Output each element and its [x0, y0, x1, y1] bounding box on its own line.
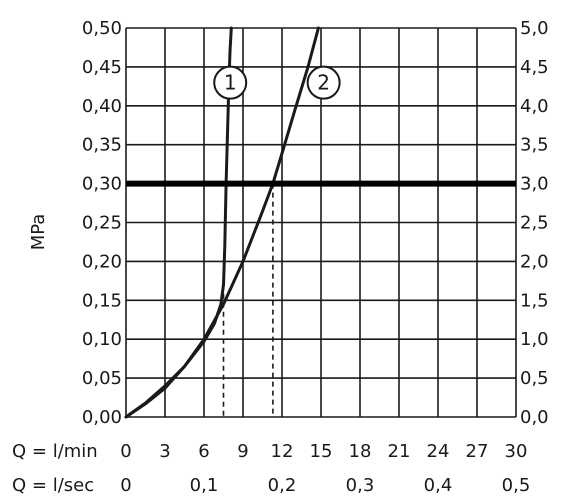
x-tick-label: 18	[349, 441, 372, 462]
series-badge-label: 2	[317, 71, 330, 95]
y-tick-label: 0,10	[82, 329, 122, 350]
y2-tick-label: 2,0	[520, 251, 549, 272]
x-tick-labels: 0 3 6 9 12 15 18 21 24 27 30	[120, 441, 527, 462]
y2-tick-label: 1,5	[520, 290, 549, 311]
y-tick-label: 0,30	[82, 174, 122, 195]
x-tick-label: 3	[159, 441, 170, 462]
x-tick-label: 9	[237, 441, 248, 462]
x-tick-label: 15	[310, 441, 333, 462]
series-badge-label: 1	[224, 71, 237, 95]
y2-tick-label: 4,0	[520, 96, 549, 117]
y2-tick-label: 0,5	[520, 368, 549, 389]
x2-tick-label: 0	[120, 475, 131, 496]
x2-tick-label: 0,5	[502, 475, 531, 496]
y-tick-label: 0,00	[82, 407, 122, 428]
y2-tick-labels: 0,0 0,5 1,0 1,5 2,0 2,5 3,0 3,5 4,0 4,5 5,0	[520, 18, 549, 428]
x2-tick-labels: 0 0,1 0,2 0,3 0,4 0,5	[120, 475, 530, 496]
series-badge-2	[306, 65, 341, 100]
y-tick-label: 0,20	[82, 251, 122, 272]
y2-tick-label: 3,0	[520, 174, 549, 195]
x-tick-label: 24	[427, 441, 450, 462]
x-tick-label: 30	[505, 441, 528, 462]
x2-tick-label: 0,3	[346, 475, 375, 496]
y-tick-label: 0,35	[82, 135, 122, 156]
x-axis-caption-lmin: Q = l/min	[12, 441, 98, 462]
y2-tick-label: 4,5	[520, 57, 549, 78]
x-tick-label: 6	[198, 441, 209, 462]
x2-tick-label: 0,2	[268, 475, 297, 496]
x-tick-label: 0	[120, 441, 131, 462]
x-axis-caption-lsec: Q = l/sec	[12, 475, 94, 496]
x2-tick-label: 0,1	[190, 475, 219, 496]
y-tick-label: 0,15	[82, 290, 122, 311]
y2-tick-label: 3,5	[520, 135, 549, 156]
x2-tick-label: 0,4	[424, 475, 453, 496]
series-badge-1	[213, 65, 248, 100]
x-tick-label: 21	[388, 441, 411, 462]
y-tick-label: 0,50	[82, 18, 122, 39]
y2-tick-label: 2,5	[520, 213, 549, 234]
y-axis-label: MPa	[28, 214, 49, 251]
curve-2	[124, 26, 320, 419]
y-tick-label: 0,40	[82, 96, 122, 117]
x-tick-label: 27	[466, 441, 489, 462]
y-tick-labels: 0,00 0,05 0,10 0,15 0,20 0,25 0,30 0,35 0,40 0,45…	[82, 18, 122, 428]
y-tick-label: 0,05	[82, 368, 122, 389]
y-tick-label: 0,45	[82, 57, 122, 78]
y2-tick-label: 0,0	[520, 407, 549, 428]
y-tick-label: 0,25	[82, 213, 122, 234]
markers	[222, 183, 274, 417]
y2-tick-label: 1,0	[520, 329, 549, 350]
x-tick-label: 12	[271, 441, 294, 462]
y2-tick-label: 5,0	[520, 18, 549, 39]
